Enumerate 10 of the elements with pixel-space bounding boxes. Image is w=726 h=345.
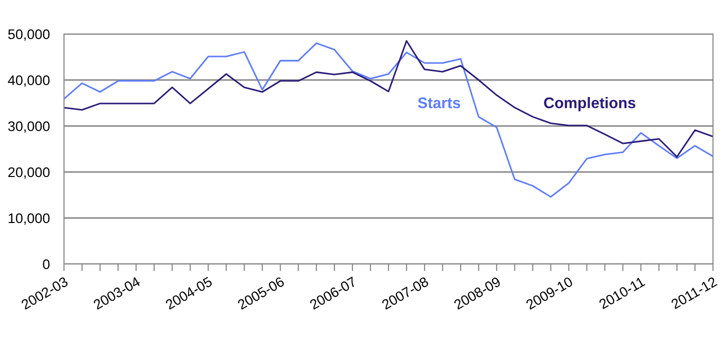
line-series: [64, 42, 713, 198]
series-label: Starts: [418, 97, 460, 108]
series-label: Completions: [544, 97, 636, 112]
y-tick-label: 0: [42, 259, 50, 270]
y-tick-label: 20,000: [8, 167, 50, 179]
y-tick-label: 40,000: [8, 75, 50, 87]
line-series: [64, 40, 713, 158]
y-tick-label: 50,000: [8, 29, 50, 41]
y-tick-label: 30,000: [8, 121, 50, 133]
y-tick-label: 10,000: [8, 213, 50, 225]
